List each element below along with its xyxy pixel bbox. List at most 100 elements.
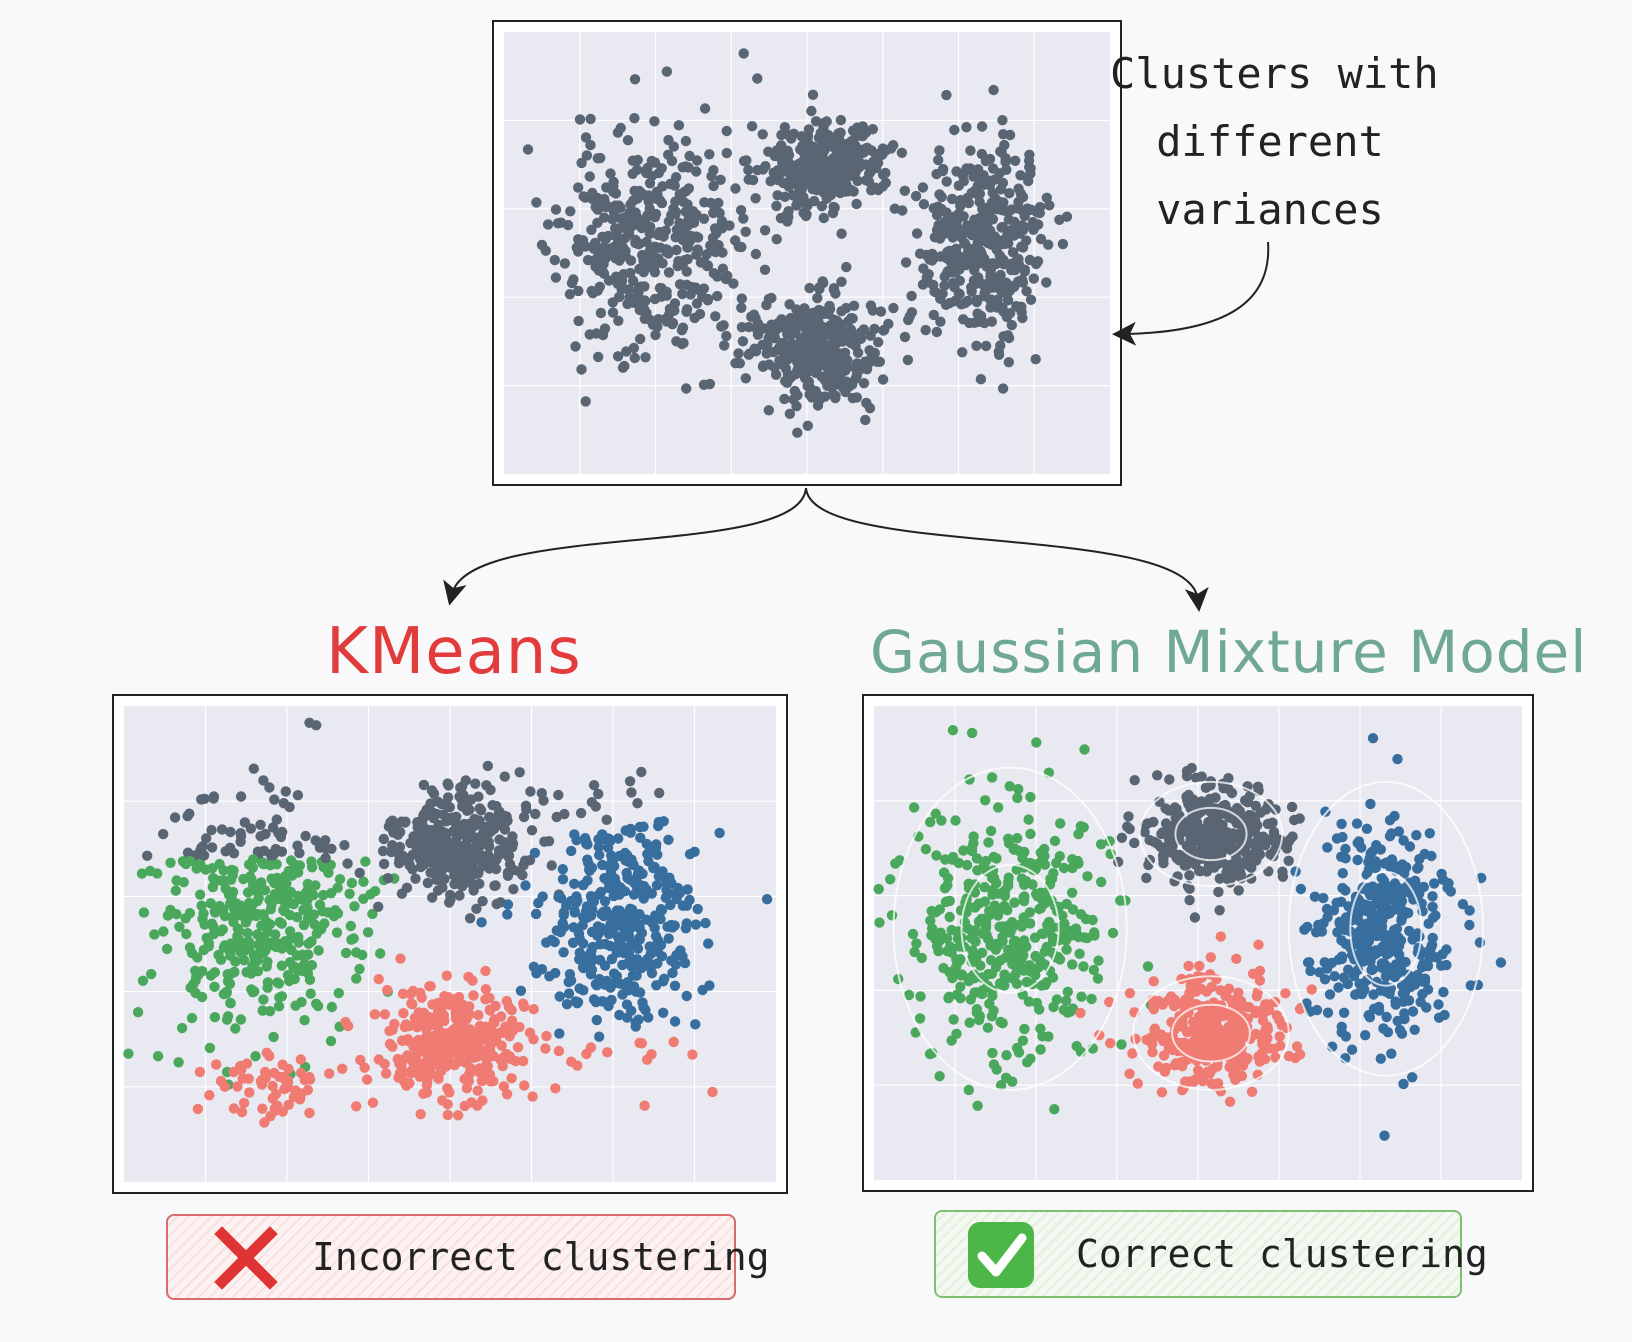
scatter-point (646, 846, 657, 858)
scatter-point (985, 825, 997, 837)
scatter-point (840, 302, 852, 314)
scatter-point (369, 886, 381, 897)
scatter-point (458, 875, 469, 886)
scatter-point (1061, 898, 1072, 910)
scatter-point (355, 1054, 366, 1066)
scatter-point (593, 250, 604, 261)
scatter-point (464, 847, 475, 858)
scatter-point (1116, 832, 1128, 843)
scatter-point (623, 284, 635, 295)
scatter-point (222, 1011, 234, 1022)
scatter-point (667, 967, 678, 979)
scatter-point (1319, 974, 1331, 985)
scatter-point (474, 1020, 486, 1032)
scatter-point (951, 954, 962, 965)
scatter-point (1024, 907, 1036, 918)
scatter-point (531, 968, 542, 979)
scatter-point (790, 322, 802, 333)
scatter-point (588, 780, 600, 791)
scatter-point (836, 228, 847, 239)
scatter-point (619, 947, 630, 959)
scatter-point (333, 987, 344, 999)
scatter-point (1096, 876, 1107, 888)
scatter-point (647, 261, 659, 273)
scatter-point (972, 1100, 983, 1111)
scatter-point (629, 74, 641, 85)
scatter-point (938, 228, 950, 240)
scatter-point (737, 336, 749, 347)
scatter-point (1122, 821, 1133, 832)
scatter-point (195, 889, 206, 900)
scatter-point (924, 1048, 936, 1060)
scatter-point (969, 902, 981, 913)
scatter-point (964, 1017, 975, 1028)
scatter-point (555, 926, 566, 938)
scatter-point (1045, 873, 1056, 884)
scatter-point (569, 878, 580, 889)
scatter-point (1224, 877, 1236, 888)
scatter-point (820, 360, 831, 372)
scatter-point (975, 960, 986, 971)
scatter-point (1104, 996, 1115, 1008)
scatter-point (554, 991, 565, 1002)
scatter-point (1001, 1050, 1012, 1061)
scatter-point (708, 180, 719, 192)
scatter-point (508, 884, 519, 895)
gmm-verdict-label: Correct clustering (1076, 1232, 1488, 1276)
scatter-point (687, 206, 699, 217)
scatter-point (487, 1034, 498, 1045)
scatter-point (1139, 826, 1150, 838)
scatter-point (465, 794, 477, 805)
scatter-point (760, 161, 771, 172)
scatter-point (632, 943, 644, 954)
scatter-point (825, 186, 837, 198)
scatter-point (971, 249, 983, 261)
scatter-point (1019, 264, 1031, 275)
scatter-point (1280, 988, 1291, 999)
scatter-point (1386, 1048, 1397, 1059)
scatter-point (846, 136, 857, 147)
scatter-point (613, 315, 624, 326)
scatter-point (1116, 1039, 1127, 1050)
scatter-point (549, 936, 560, 948)
scatter-point (699, 103, 711, 114)
scatter-point (914, 1013, 926, 1024)
scatter-point (1390, 999, 1401, 1010)
scatter-point (1429, 878, 1440, 889)
scatter-point (1283, 1050, 1295, 1062)
kmeans-verdict-label: Incorrect clustering (312, 1235, 770, 1279)
scatter-point (1393, 941, 1405, 952)
scatter-point (152, 1051, 164, 1062)
scatter-point (1436, 960, 1447, 971)
scatter-point (596, 908, 607, 920)
scatter-point (1092, 973, 1104, 984)
scatter-point (557, 864, 568, 875)
scatter-point (1184, 895, 1195, 906)
scatter-point (614, 905, 626, 917)
scatter-point (1374, 892, 1386, 903)
scatter-point (698, 213, 710, 224)
scatter-point (925, 915, 936, 926)
scatter-point (740, 373, 751, 384)
scatter-point (244, 1087, 255, 1098)
scatter-point (971, 853, 983, 864)
scatter-point (1381, 939, 1392, 950)
scatter-point (196, 794, 207, 805)
scatter-point (201, 833, 212, 844)
scatter-point (351, 1101, 362, 1112)
scatter-point (215, 875, 227, 886)
arrow-to-gmm (805, 487, 1209, 612)
scatter-point (1396, 915, 1407, 926)
scatter-point (1027, 216, 1039, 228)
scatter-point (946, 193, 958, 205)
scatter-point (373, 974, 384, 985)
scatter-point (313, 945, 324, 956)
scatter-point (906, 307, 918, 318)
scatter-point (1012, 833, 1023, 844)
scatter-point (502, 843, 513, 854)
scatter-point (764, 325, 776, 336)
scatter-point (661, 878, 672, 889)
scatter-point (888, 302, 899, 314)
scatter-point (562, 219, 574, 231)
scatter-point (931, 326, 942, 338)
